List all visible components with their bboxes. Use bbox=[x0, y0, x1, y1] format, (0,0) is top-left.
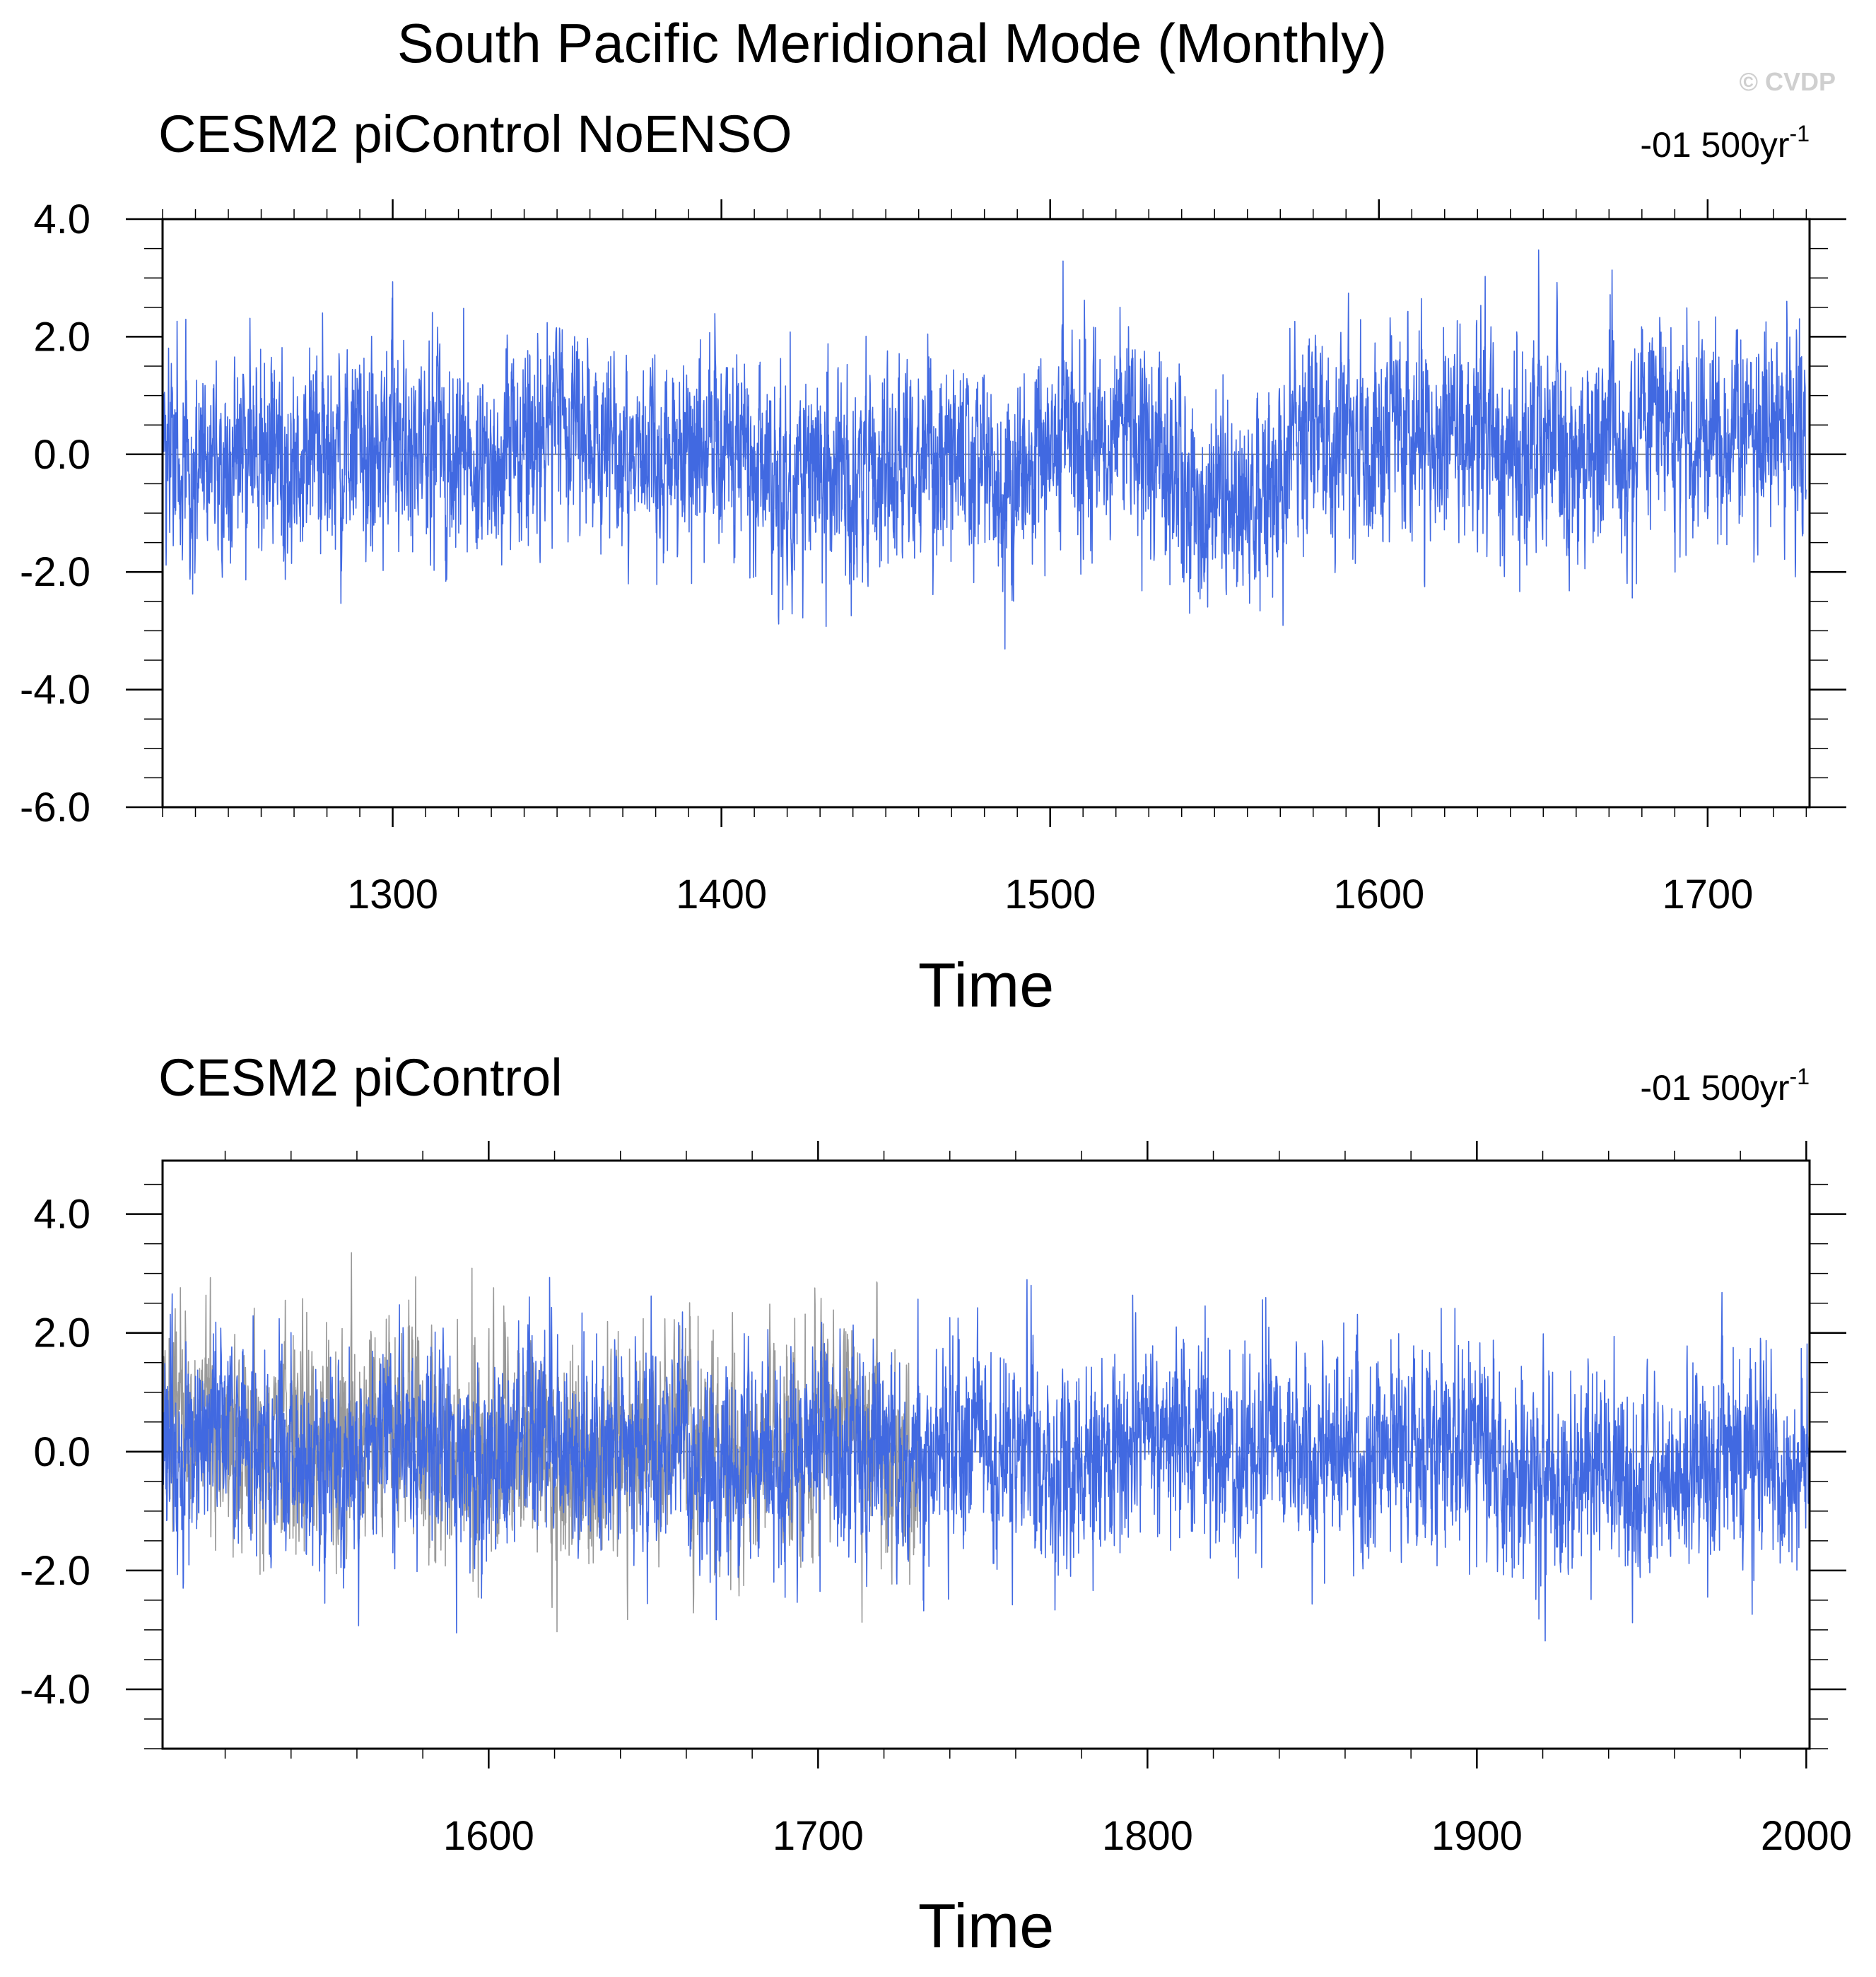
x-tick-label: 2000 bbox=[1761, 1813, 1852, 1859]
y-tick-label: -4.0 bbox=[20, 1667, 90, 1713]
y-tick-label: 0.0 bbox=[33, 1429, 90, 1475]
panel-noenso-plot bbox=[162, 249, 1810, 650]
panel-noenso-subtitle-sup: -1 bbox=[1790, 121, 1810, 146]
y-tick-label: 4.0 bbox=[33, 196, 90, 242]
x-tick-label: 1400 bbox=[676, 872, 767, 917]
x-tick-label: 1600 bbox=[1333, 872, 1424, 917]
panel-noenso-subtitle-base: -01 500yr bbox=[1640, 125, 1789, 165]
panel-picontrol-subtitle-sup: -1 bbox=[1790, 1064, 1810, 1089]
y-tick-label: -2.0 bbox=[20, 549, 90, 595]
panel-picontrol-frame bbox=[161, 1159, 1811, 1750]
panel-picontrol-subtitle: -01 500yr-1 bbox=[1640, 1064, 1810, 1108]
panel-picontrol-plot bbox=[162, 1252, 1810, 1642]
panel-picontrol-axes: 1600 1700 1800 1900 2000 4.0 2.0 0.0 -2.0 -4.0 bbox=[20, 1141, 1852, 1859]
x-tick-label: 1900 bbox=[1431, 1813, 1523, 1859]
cvdp-watermark: © CVDP bbox=[1739, 67, 1836, 96]
x-tick-label: 1700 bbox=[773, 1813, 864, 1859]
y-tick-label: 4.0 bbox=[33, 1192, 90, 1238]
y-tick-label: -4.0 bbox=[20, 667, 90, 713]
panel-picontrol-subtitle-base: -01 500yr bbox=[1640, 1068, 1789, 1108]
x-tick-label: 1800 bbox=[1102, 1813, 1193, 1859]
x-tick-label: 1500 bbox=[1004, 872, 1096, 917]
y-tick-label: 2.0 bbox=[33, 1310, 90, 1356]
y-tick-label: -6.0 bbox=[20, 785, 90, 831]
panel-noenso-axes: 1300 1400 1500 1600 1700 4.0 2.0 0.0 -2.0 -4.0 -6.… bbox=[20, 196, 1846, 917]
panel-noenso-title: CESM2 piControl NoENSO bbox=[158, 105, 792, 163]
y-tick-label: 2.0 bbox=[33, 314, 90, 360]
y-tick-label: -2.0 bbox=[20, 1548, 90, 1594]
x-tick-label: 1600 bbox=[443, 1813, 534, 1859]
panel-picontrol-title: CESM2 piControl bbox=[158, 1048, 563, 1107]
panel-noenso: CESM2 piControl NoENSO -01 500yr-1 1300 1… bbox=[20, 105, 1846, 1020]
y-tick-label: 0.0 bbox=[33, 432, 90, 478]
panel-noenso-subtitle: -01 500yr-1 bbox=[1640, 121, 1810, 165]
panel-picontrol: CESM2 piControl -01 500yr-1 1600 1700 1800… bbox=[20, 1048, 1852, 1961]
x-tick-label: 1700 bbox=[1662, 872, 1753, 917]
x-tick-label: 1300 bbox=[347, 872, 438, 917]
series-line-1 bbox=[162, 249, 1807, 650]
figure-title: South Pacific Meridional Mode (Monthly) bbox=[397, 12, 1387, 74]
series-line-2 bbox=[162, 1277, 1810, 1642]
panel-picontrol-xlabel: Time bbox=[918, 1891, 1054, 1961]
panel-noenso-xlabel: Time bbox=[918, 950, 1054, 1020]
